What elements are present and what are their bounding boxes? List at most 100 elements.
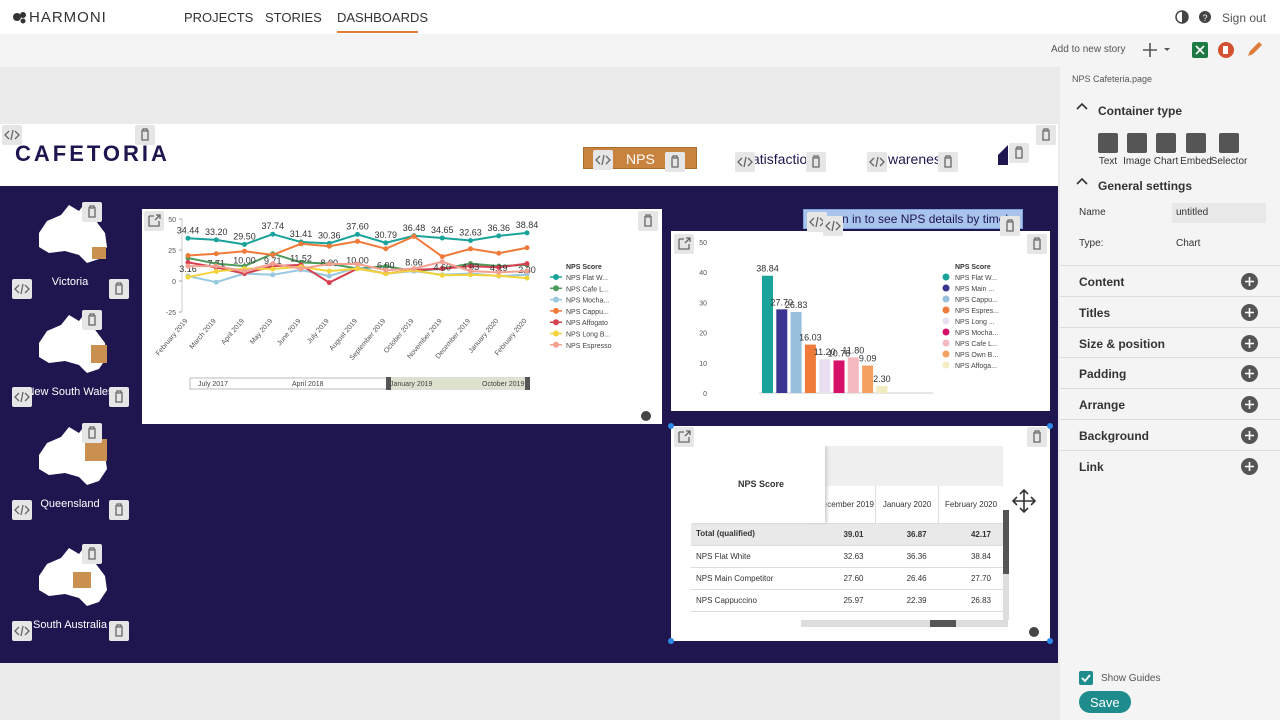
- tab[interactable]: PROJECTS: [184, 10, 254, 25]
- icon-trash[interactable]: [109, 621, 129, 641]
- plus-button[interactable]: [1241, 365, 1258, 383]
- type-label[interactable]: Text: [1098, 156, 1118, 167]
- icon-trash[interactable]: [806, 152, 826, 172]
- v-scrollbar[interactable]: [1003, 510, 1009, 620]
- range-handle[interactable]: [525, 377, 530, 390]
- plus-button[interactable]: [1241, 457, 1258, 475]
- icon-trash[interactable]: [82, 423, 102, 443]
- icon-trash[interactable]: [82, 544, 102, 564]
- icon-code[interactable]: [867, 152, 887, 172]
- type-label[interactable]: Selector: [1210, 156, 1248, 167]
- x-tick-label: April 2019: [220, 318, 246, 347]
- icon-code[interactable]: [593, 150, 613, 170]
- icon-expand[interactable]: [674, 234, 694, 254]
- icon-code[interactable]: [2, 125, 22, 145]
- icon-expand[interactable]: [674, 427, 694, 447]
- type-icon[interactable]: [1127, 133, 1147, 153]
- region-label[interactable]: South Australia: [33, 619, 107, 631]
- glyph: [148, 214, 161, 227]
- section-label[interactable]: Size & position: [1079, 336, 1166, 351]
- icon-code[interactable]: [12, 500, 32, 520]
- section-label[interactable]: Background: [1079, 429, 1150, 443]
- guides-label[interactable]: Show Guides: [1101, 673, 1161, 684]
- icon-trash[interactable]: [109, 500, 129, 520]
- h-scrollbar[interactable]: [801, 620, 1008, 627]
- type-icon[interactable]: [1098, 133, 1118, 153]
- glyph: [737, 156, 753, 168]
- guides-checkbox[interactable]: [1079, 671, 1093, 685]
- region-label[interactable]: Queensland: [40, 498, 100, 510]
- point: [524, 230, 530, 236]
- section-title[interactable]: Container type: [1098, 104, 1183, 118]
- plus-button[interactable]: [1241, 427, 1258, 444]
- region-label[interactable]: New South Wales: [26, 386, 114, 398]
- section[interactable]: Content: [1060, 265, 1280, 296]
- save-button[interactable]: [1079, 691, 1131, 713]
- selection-handles[interactable]: [666, 421, 1056, 646]
- section-title[interactable]: General settings: [1098, 179, 1193, 193]
- brand[interactable]: HARMONI: [29, 9, 107, 26]
- section[interactable]: Background: [1060, 419, 1280, 450]
- type-label[interactable]: Chart: [1153, 156, 1179, 167]
- name-value[interactable]: untitled: [1176, 207, 1209, 218]
- icon-trash[interactable]: [82, 202, 102, 222]
- plus-button[interactable]: [1241, 334, 1258, 352]
- nav-button-text[interactable]: warenes: [888, 151, 941, 167]
- section[interactable]: Link: [1060, 449, 1280, 481]
- icon-trash[interactable]: [135, 125, 155, 145]
- range-handle[interactable]: [386, 377, 391, 390]
- icon-trash[interactable]: [665, 152, 685, 172]
- legend-title: NPS Score: [566, 264, 602, 271]
- info-icons[interactable]: [640, 410, 1040, 640]
- section-label[interactable]: Link: [1079, 459, 1104, 474]
- sign-out[interactable]: Sign out: [1222, 11, 1267, 25]
- plus-button[interactable]: [1241, 303, 1258, 321]
- plus-button[interactable]: [1241, 273, 1258, 290]
- section-label[interactable]: Content: [1079, 275, 1125, 289]
- chevrons[interactable]: [1076, 102, 1088, 192]
- section-label[interactable]: Titles: [1079, 305, 1111, 320]
- type-icon[interactable]: [1219, 133, 1239, 153]
- toolbar-icons[interactable]: [1140, 40, 1270, 60]
- add-to-story[interactable]: Add to new story: [1051, 44, 1126, 55]
- tab-active[interactable]: DASHBOARDS: [337, 10, 429, 25]
- region-label[interactable]: Victoria: [51, 276, 89, 288]
- icon-code[interactable]: [12, 387, 32, 407]
- shape: [998, 145, 1008, 165]
- type-icon[interactable]: [1186, 133, 1206, 153]
- nav-icons[interactable]: ?: [1175, 10, 1215, 24]
- section[interactable]: Padding: [1060, 357, 1280, 388]
- section[interactable]: Titles: [1060, 295, 1280, 327]
- icon-trash[interactable]: [1036, 125, 1056, 145]
- icon-trash[interactable]: [1027, 427, 1047, 447]
- icon-trash[interactable]: [1000, 216, 1020, 236]
- icon-code[interactable]: [12, 621, 32, 641]
- icon-trash[interactable]: [1009, 143, 1029, 163]
- section-label[interactable]: Arrange: [1079, 398, 1126, 413]
- name-input[interactable]: [1172, 203, 1266, 223]
- icon-expand[interactable]: [144, 211, 164, 231]
- type-label[interactable]: Image: [1123, 156, 1151, 167]
- icon-trash[interactable]: [938, 152, 958, 172]
- icon-trash[interactable]: [82, 310, 102, 330]
- nps-button-text[interactable]: NPS: [626, 151, 655, 167]
- type-label[interactable]: Embed: [1180, 156, 1212, 167]
- legend-label: NPS Cappu...: [566, 309, 609, 316]
- tab[interactable]: STORIES: [265, 10, 322, 25]
- icon-trash[interactable]: [109, 387, 129, 407]
- section-label[interactable]: Padding: [1079, 367, 1127, 382]
- range-selected[interactable]: [388, 378, 528, 389]
- plus-button[interactable]: [1241, 396, 1258, 414]
- nav-button-text[interactable]: atisfactio: [752, 151, 808, 167]
- icon-code[interactable]: [823, 216, 843, 236]
- section[interactable]: Arrange: [1060, 388, 1280, 419]
- icon-trash[interactable]: [638, 211, 658, 231]
- icon-code[interactable]: [807, 212, 827, 232]
- icon-trash[interactable]: [109, 279, 129, 299]
- icon-code[interactable]: [12, 279, 32, 299]
- section[interactable]: Size & position: [1060, 326, 1280, 358]
- icon-trash[interactable]: [1027, 234, 1047, 254]
- type-icon[interactable]: [1156, 133, 1176, 153]
- icon-code[interactable]: [735, 152, 755, 172]
- save-text[interactable]: Save: [1090, 695, 1120, 710]
